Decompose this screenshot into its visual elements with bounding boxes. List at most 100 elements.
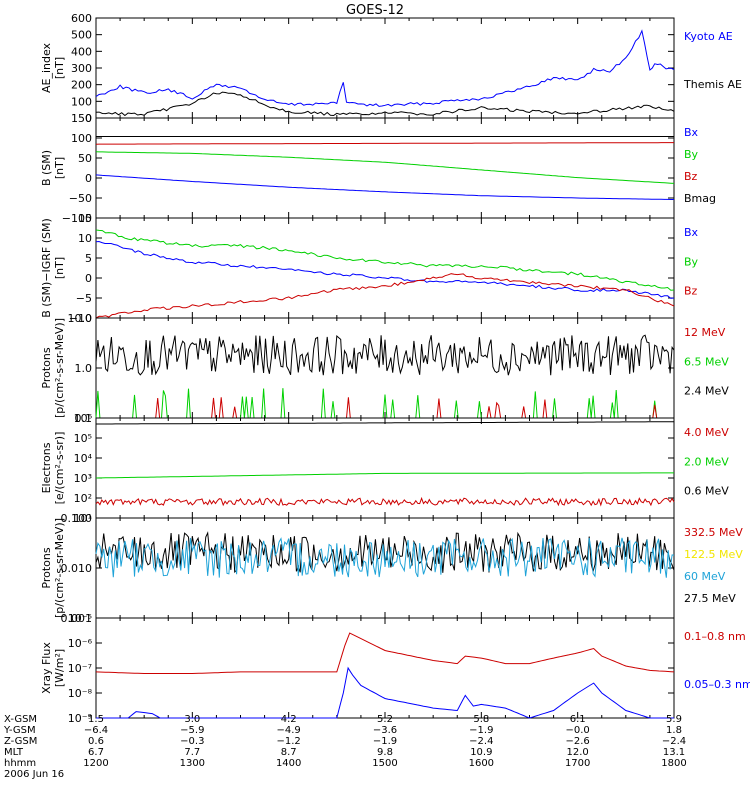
y-tick-label: 0.010 — [61, 562, 93, 575]
axis-row-value: 3.0 — [184, 714, 200, 725]
y-tick-label: 5 — [85, 252, 92, 265]
legend-entry: 4.0 MeV — [684, 426, 729, 439]
y-tick-label: 10¹ — [74, 512, 92, 525]
y-tick-label: 10⁴ — [74, 452, 93, 465]
legend-entry: 60 MeV — [684, 570, 726, 583]
series-0-05-0-3-nm — [96, 666, 674, 719]
y-axis-label-line: B (SM)−IGRF (SM) — [40, 218, 53, 318]
y-tick-label: 10⁵ — [74, 432, 92, 445]
series-4-0-mev — [95, 496, 675, 507]
series-bx — [95, 174, 674, 200]
legend-entry: 332.5 MeV — [684, 526, 743, 539]
y-tick-label: −10 — [69, 312, 92, 325]
legend-entry: 2.4 MeV — [684, 385, 729, 398]
axis-row-value: 9.8 — [377, 747, 393, 758]
y-tick-label: 50 — [78, 152, 92, 165]
y-tick-label: 10⁻⁶ — [68, 637, 93, 650]
axis-row-value: 1400 — [276, 758, 301, 769]
y-tick-label: 400 — [71, 45, 92, 58]
y-axis-label-line: [p/(cm²-s-sr-MeV)] — [53, 518, 66, 618]
legend-entry: Bz — [684, 170, 698, 183]
axis-row-value: 6.7 — [88, 747, 104, 758]
series-0-1-0-8-nm — [95, 632, 675, 674]
series-by — [95, 151, 675, 184]
axis-row-value: 1200 — [83, 758, 108, 769]
axis-row-value: −1.2 — [277, 736, 301, 747]
axis-row-value: −6.4 — [84, 725, 108, 736]
y-axis-label: Electrons[e/(cm²-s-sr)] — [40, 432, 66, 505]
y-axis-label: Protons[p/(cm²-s-sr-MeV)] — [40, 518, 66, 618]
panel-frame — [95, 17, 675, 119]
legend-entry: By — [684, 148, 699, 161]
panel-xray: 10⁻⁵ 10⁻⁶ 10⁻⁷ 10⁻⁸ 10⁻⁹ Xray Flux[W/m²] 0.1–0… — [40, 612, 750, 725]
axis-row-value: −2.4 — [662, 736, 686, 747]
series-themis-ae — [95, 91, 675, 117]
legend-entry: 0.6 MeV — [684, 485, 729, 498]
panel-frame — [95, 317, 675, 419]
axis-row-value: −4.9 — [277, 725, 301, 736]
legend-entry: 122.5 MeV — [684, 548, 743, 561]
panel-electrons: 10⁶ 10⁵ 10⁴ 10³ 10² 10¹ Electrons[e/(cm²-s-sr)… — [40, 412, 729, 525]
legend-entry: 27.5 MeV — [684, 592, 736, 605]
axis-row-value: 5.9 — [666, 714, 682, 725]
y-tick-label: 500 — [71, 29, 92, 42]
y-axis-label-line: Protons — [40, 547, 53, 588]
y-tick-label: 10 — [78, 232, 92, 245]
panel-frame — [95, 217, 675, 319]
axis-row-label: Y-GSM — [3, 725, 36, 736]
axis-row-value: 8.7 — [281, 747, 297, 758]
y-tick-label: 15 — [78, 212, 92, 225]
y-tick-label: 10⁶ — [74, 412, 93, 425]
y-axis-label-line: [e/(cm²-s-sr)] — [53, 432, 66, 505]
axis-row-value: 5.8 — [473, 714, 489, 725]
legend-entry: Bmag — [684, 192, 716, 205]
y-axis-label-line: [nT] — [53, 157, 66, 179]
axis-row-value: 13.1 — [663, 747, 685, 758]
y-tick-label: 100 — [71, 95, 92, 108]
axis-row-value: −2.4 — [469, 736, 493, 747]
chart-title: GOES-12 — [346, 3, 404, 18]
y-tick-label: 600 — [71, 12, 92, 25]
date-label: 2006 Jun 16 — [4, 769, 64, 780]
y-axis-label-line: B (SM) — [40, 150, 53, 186]
panel-ae: 600 500 400 300 200 100 0 AE_index[nT] Kyoto AE T… — [40, 12, 742, 125]
legend-entry: 6.5 MeV — [684, 355, 729, 368]
y-axis-label: Protons[p/(cm²-s-sr-MeV)] — [40, 318, 66, 418]
axis-row-value: 10.9 — [470, 747, 492, 758]
y-axis-label-line: AE_index — [40, 42, 53, 93]
series-2-4-mev — [95, 334, 675, 376]
axis-row-value: 1500 — [372, 758, 397, 769]
axis-row-value: 6.1 — [570, 714, 586, 725]
legend-entry: 0.1–0.8 nm — [684, 630, 746, 643]
legend-entry: Bx — [684, 126, 699, 139]
axis-row-value: 5.2 — [377, 714, 393, 725]
y-tick-label: −5 — [76, 292, 92, 305]
legend-entry: Themis AE — [683, 78, 742, 91]
axis-row-value: −2.6 — [566, 736, 590, 747]
axis-row-label: Z-GSM — [4, 736, 37, 747]
axis-row-label: X-GSM — [4, 714, 37, 725]
panel-protons_low: 10.0 1.0 0.1 Protons[p/(cm²-s-sr-MeV)] 12 Me… — [40, 312, 729, 425]
axis-row-value: −0.0 — [566, 725, 590, 736]
panel-protons_high: 0.1000.0100.001Protons[p/(cm²-s-sr-MeV)]… — [40, 512, 743, 625]
axis-row-value: 1600 — [469, 758, 494, 769]
y-axis-label-line: Electrons — [40, 442, 53, 493]
axis-row-label: hhmm — [4, 758, 36, 769]
axis-row-value: −1.9 — [373, 736, 397, 747]
y-axis-label-line: [W/m²] — [53, 649, 66, 687]
series-27-5-mev — [95, 531, 675, 574]
y-tick-label: 10.0 — [68, 312, 93, 325]
y-tick-label: 100 — [71, 132, 92, 145]
y-tick-label: 0.1 — [75, 412, 93, 425]
legend-entry: Bz — [684, 285, 698, 298]
y-tick-label: 10⁻⁵ — [68, 612, 92, 625]
series-bx — [95, 240, 675, 299]
y-axis-label-line: Protons — [40, 347, 53, 388]
series-bz — [95, 142, 674, 145]
y-tick-label: 300 — [71, 62, 92, 75]
y-tick-label: 10³ — [74, 472, 92, 485]
y-tick-label: 10⁻⁷ — [68, 662, 92, 675]
